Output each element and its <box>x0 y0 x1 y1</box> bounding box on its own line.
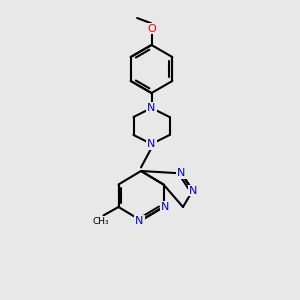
Text: N: N <box>188 185 197 196</box>
Text: N: N <box>161 202 169 212</box>
Text: O: O <box>147 23 156 34</box>
Text: N: N <box>147 103 156 113</box>
Text: CH₃: CH₃ <box>93 217 110 226</box>
Text: N: N <box>177 168 186 178</box>
Text: N: N <box>147 139 156 149</box>
Text: N: N <box>135 215 144 226</box>
